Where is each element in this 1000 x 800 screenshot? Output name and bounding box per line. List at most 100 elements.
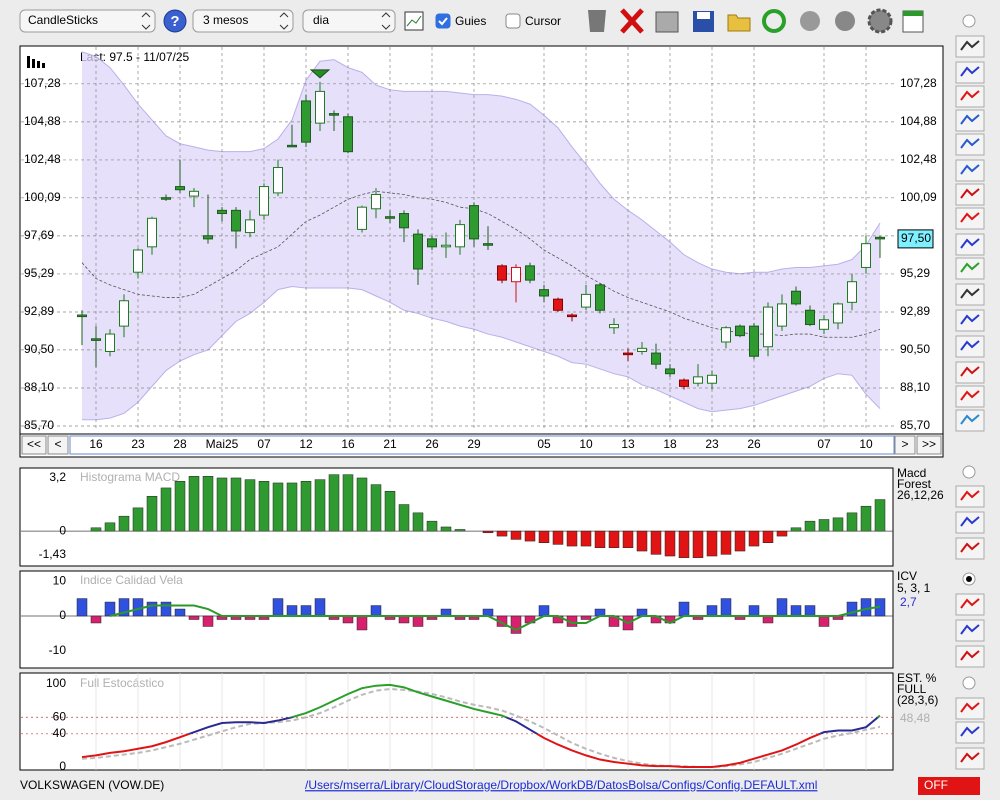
- histogram-bar: [860, 505, 872, 532]
- histogram-bar: [580, 615, 592, 620]
- state-badge[interactable]: [918, 777, 980, 795]
- x-tick-label: 16: [341, 437, 355, 451]
- tool-glyph: [960, 624, 980, 635]
- histogram-bar: [188, 476, 200, 532]
- delete-icon[interactable]: [620, 8, 644, 34]
- candle-body: [231, 209, 241, 232]
- histogram-bar: [174, 481, 186, 532]
- nav-button[interactable]: [916, 435, 942, 455]
- side-toolbar: [955, 14, 985, 770]
- nav-button[interactable]: [47, 435, 69, 455]
- tool-glyph: [960, 650, 980, 661]
- stochastic-k: [287, 683, 881, 718]
- histogram-bar: [356, 477, 368, 532]
- last-price-label: 97,50: [901, 231, 931, 245]
- tool-button[interactable]: [955, 183, 985, 206]
- candle-body: [217, 209, 227, 215]
- sync-icon[interactable]: [800, 11, 820, 31]
- nav-button[interactable]: [21, 435, 47, 455]
- histogram-bar: [286, 605, 298, 617]
- nav-scroll[interactable]: [69, 435, 895, 455]
- candle-body: [413, 233, 423, 270]
- panel-radio[interactable]: [962, 14, 976, 28]
- histogram-bar: [622, 530, 634, 548]
- interval-select[interactable]: [302, 9, 396, 33]
- guides-checkbox[interactable]: [435, 13, 451, 29]
- cursor-checkbox[interactable]: [505, 13, 521, 29]
- histogram-bar: [776, 530, 788, 537]
- indicator-name: ICV: [897, 569, 917, 583]
- tool-button[interactable]: [955, 309, 985, 332]
- tool-button[interactable]: [955, 207, 985, 230]
- tool-button[interactable]: [955, 593, 985, 616]
- tool-button[interactable]: [955, 61, 985, 84]
- histogram-bar: [188, 615, 200, 620]
- open-icon[interactable]: [727, 14, 751, 32]
- tool-button[interactable]: [955, 485, 985, 508]
- histogram-bar: [160, 487, 172, 532]
- histogram-bar: [832, 517, 844, 532]
- histogram-bar: [748, 530, 760, 547]
- histogram-bar: [216, 477, 228, 532]
- y-tick-label-right: 102,48: [900, 152, 937, 166]
- help-button[interactable]: [163, 9, 187, 33]
- refresh-icon[interactable]: [762, 9, 786, 33]
- histogram-bar: [860, 598, 872, 617]
- candle-body: [581, 293, 591, 308]
- tool-button[interactable]: [955, 697, 985, 720]
- tool-glyph: [960, 516, 980, 527]
- tool-button[interactable]: [955, 721, 985, 744]
- zone-clip: [287, 683, 881, 718]
- x-tick-label: 13: [621, 437, 635, 451]
- y-tick-label-right: 85,70: [900, 418, 930, 432]
- trash-icon[interactable]: [588, 10, 606, 32]
- tool-button[interactable]: [955, 361, 985, 384]
- tool-button[interactable]: [955, 159, 985, 182]
- histogram-bar: [412, 615, 424, 627]
- stochastic-k: [81, 733, 823, 769]
- period-value: 3 mesos: [203, 13, 248, 27]
- histogram-bar: [174, 608, 186, 617]
- config-path-link[interactable]: /Users/mserra/Library/CloudStorage/Dropb…: [305, 778, 817, 792]
- x-tick-label: 28: [173, 437, 187, 451]
- candle-body: [553, 298, 563, 311]
- tool-button[interactable]: [955, 233, 985, 256]
- tool-button[interactable]: [955, 511, 985, 534]
- tool-button[interactable]: [955, 257, 985, 280]
- x-tick-label: 29: [467, 437, 481, 451]
- print-icon[interactable]: [655, 11, 679, 33]
- nav-button-label: <: [54, 437, 61, 451]
- tool-glyph: [960, 752, 980, 763]
- histogram-bar: [440, 608, 452, 617]
- panel-radio[interactable]: [962, 465, 976, 479]
- tool-button[interactable]: [955, 747, 985, 770]
- tool-button[interactable]: [955, 385, 985, 408]
- histogram-bar: [496, 530, 508, 537]
- tool-button[interactable]: [955, 335, 985, 358]
- settings-icon[interactable]: [867, 8, 893, 34]
- nav-button[interactable]: [894, 435, 916, 455]
- tool-button[interactable]: [955, 409, 985, 432]
- cursor-label: Cursor: [525, 14, 561, 28]
- tool-button[interactable]: [955, 109, 985, 132]
- chart-type-select[interactable]: [19, 9, 156, 33]
- y-tick-label-right: 100,09: [900, 190, 937, 204]
- histogram-bar: [202, 615, 214, 627]
- tool-glyph: [960, 262, 980, 273]
- tool-glyph: [960, 598, 980, 609]
- tool-glyph: [960, 314, 980, 325]
- tool-button[interactable]: [955, 645, 985, 668]
- candle-body: [343, 116, 353, 153]
- currency-icon[interactable]: [835, 11, 855, 31]
- panel-radio[interactable]: [962, 676, 976, 690]
- tool-button[interactable]: [955, 619, 985, 642]
- tool-button[interactable]: [955, 35, 985, 58]
- stochastic-k: [186, 717, 880, 734]
- tool-button[interactable]: [955, 133, 985, 156]
- tool-button[interactable]: [955, 283, 985, 306]
- period-select[interactable]: [192, 9, 294, 33]
- histogram-bar: [272, 598, 284, 617]
- tool-button[interactable]: [955, 85, 985, 108]
- tool-button[interactable]: [955, 537, 985, 560]
- histogram-bar: [818, 615, 830, 627]
